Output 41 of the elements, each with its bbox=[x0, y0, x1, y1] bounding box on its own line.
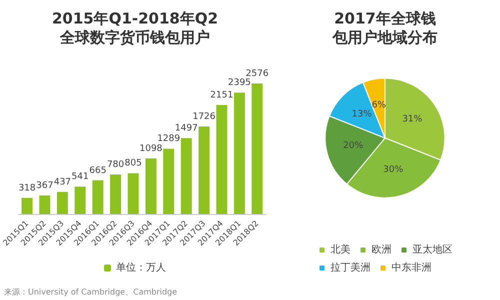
data-label: 13% bbox=[352, 110, 372, 120]
bar bbox=[234, 92, 245, 214]
data-label: 805 bbox=[124, 158, 142, 169]
chart-title: 2015年Q1-2018年Q2全球数字货币钱包用户 bbox=[52, 10, 218, 46]
source-note: 来源：University of Cambridge、Cambridge bbox=[4, 288, 178, 296]
legend-label: 亚太地区 bbox=[412, 244, 452, 256]
data-label: 20% bbox=[343, 141, 364, 152]
data-label: 1497 bbox=[174, 124, 198, 134]
legend-label: 单位：万人 bbox=[116, 262, 166, 274]
data-label: 1726 bbox=[192, 112, 216, 122]
data-label: 665 bbox=[89, 166, 106, 176]
bar bbox=[163, 148, 174, 214]
chart-title: 2017年全球钱包用户地域分布 bbox=[332, 10, 438, 46]
data-label: 318 bbox=[18, 183, 36, 194]
bar bbox=[216, 105, 228, 214]
data-label: 437 bbox=[54, 177, 72, 188]
bar bbox=[198, 126, 210, 214]
data-label: 780 bbox=[106, 160, 124, 170]
bar bbox=[180, 138, 192, 214]
bar bbox=[145, 158, 156, 214]
bar bbox=[92, 180, 104, 214]
data-label: 1098 bbox=[139, 144, 163, 154]
bar bbox=[39, 195, 50, 214]
bar bbox=[56, 192, 68, 214]
legend-label: 拉丁美洲 bbox=[330, 262, 370, 274]
legend-label: 欧洲 bbox=[372, 244, 392, 256]
data-label: 1289 bbox=[157, 134, 180, 144]
data-label: 2395 bbox=[228, 78, 251, 88]
bar bbox=[74, 186, 86, 214]
bar bbox=[128, 173, 139, 214]
data-label: 2576 bbox=[246, 68, 269, 79]
bar bbox=[22, 198, 33, 214]
data-label: 367 bbox=[36, 180, 54, 191]
data-label: 31% bbox=[402, 114, 423, 125]
legend-label: 北美 bbox=[330, 244, 350, 256]
bar bbox=[252, 83, 263, 214]
data-label: 541 bbox=[72, 172, 89, 182]
data-label: 2151 bbox=[210, 90, 234, 101]
data-label: 30% bbox=[383, 164, 404, 175]
bar bbox=[110, 174, 122, 214]
legend-label: 中东非洲 bbox=[392, 262, 432, 274]
